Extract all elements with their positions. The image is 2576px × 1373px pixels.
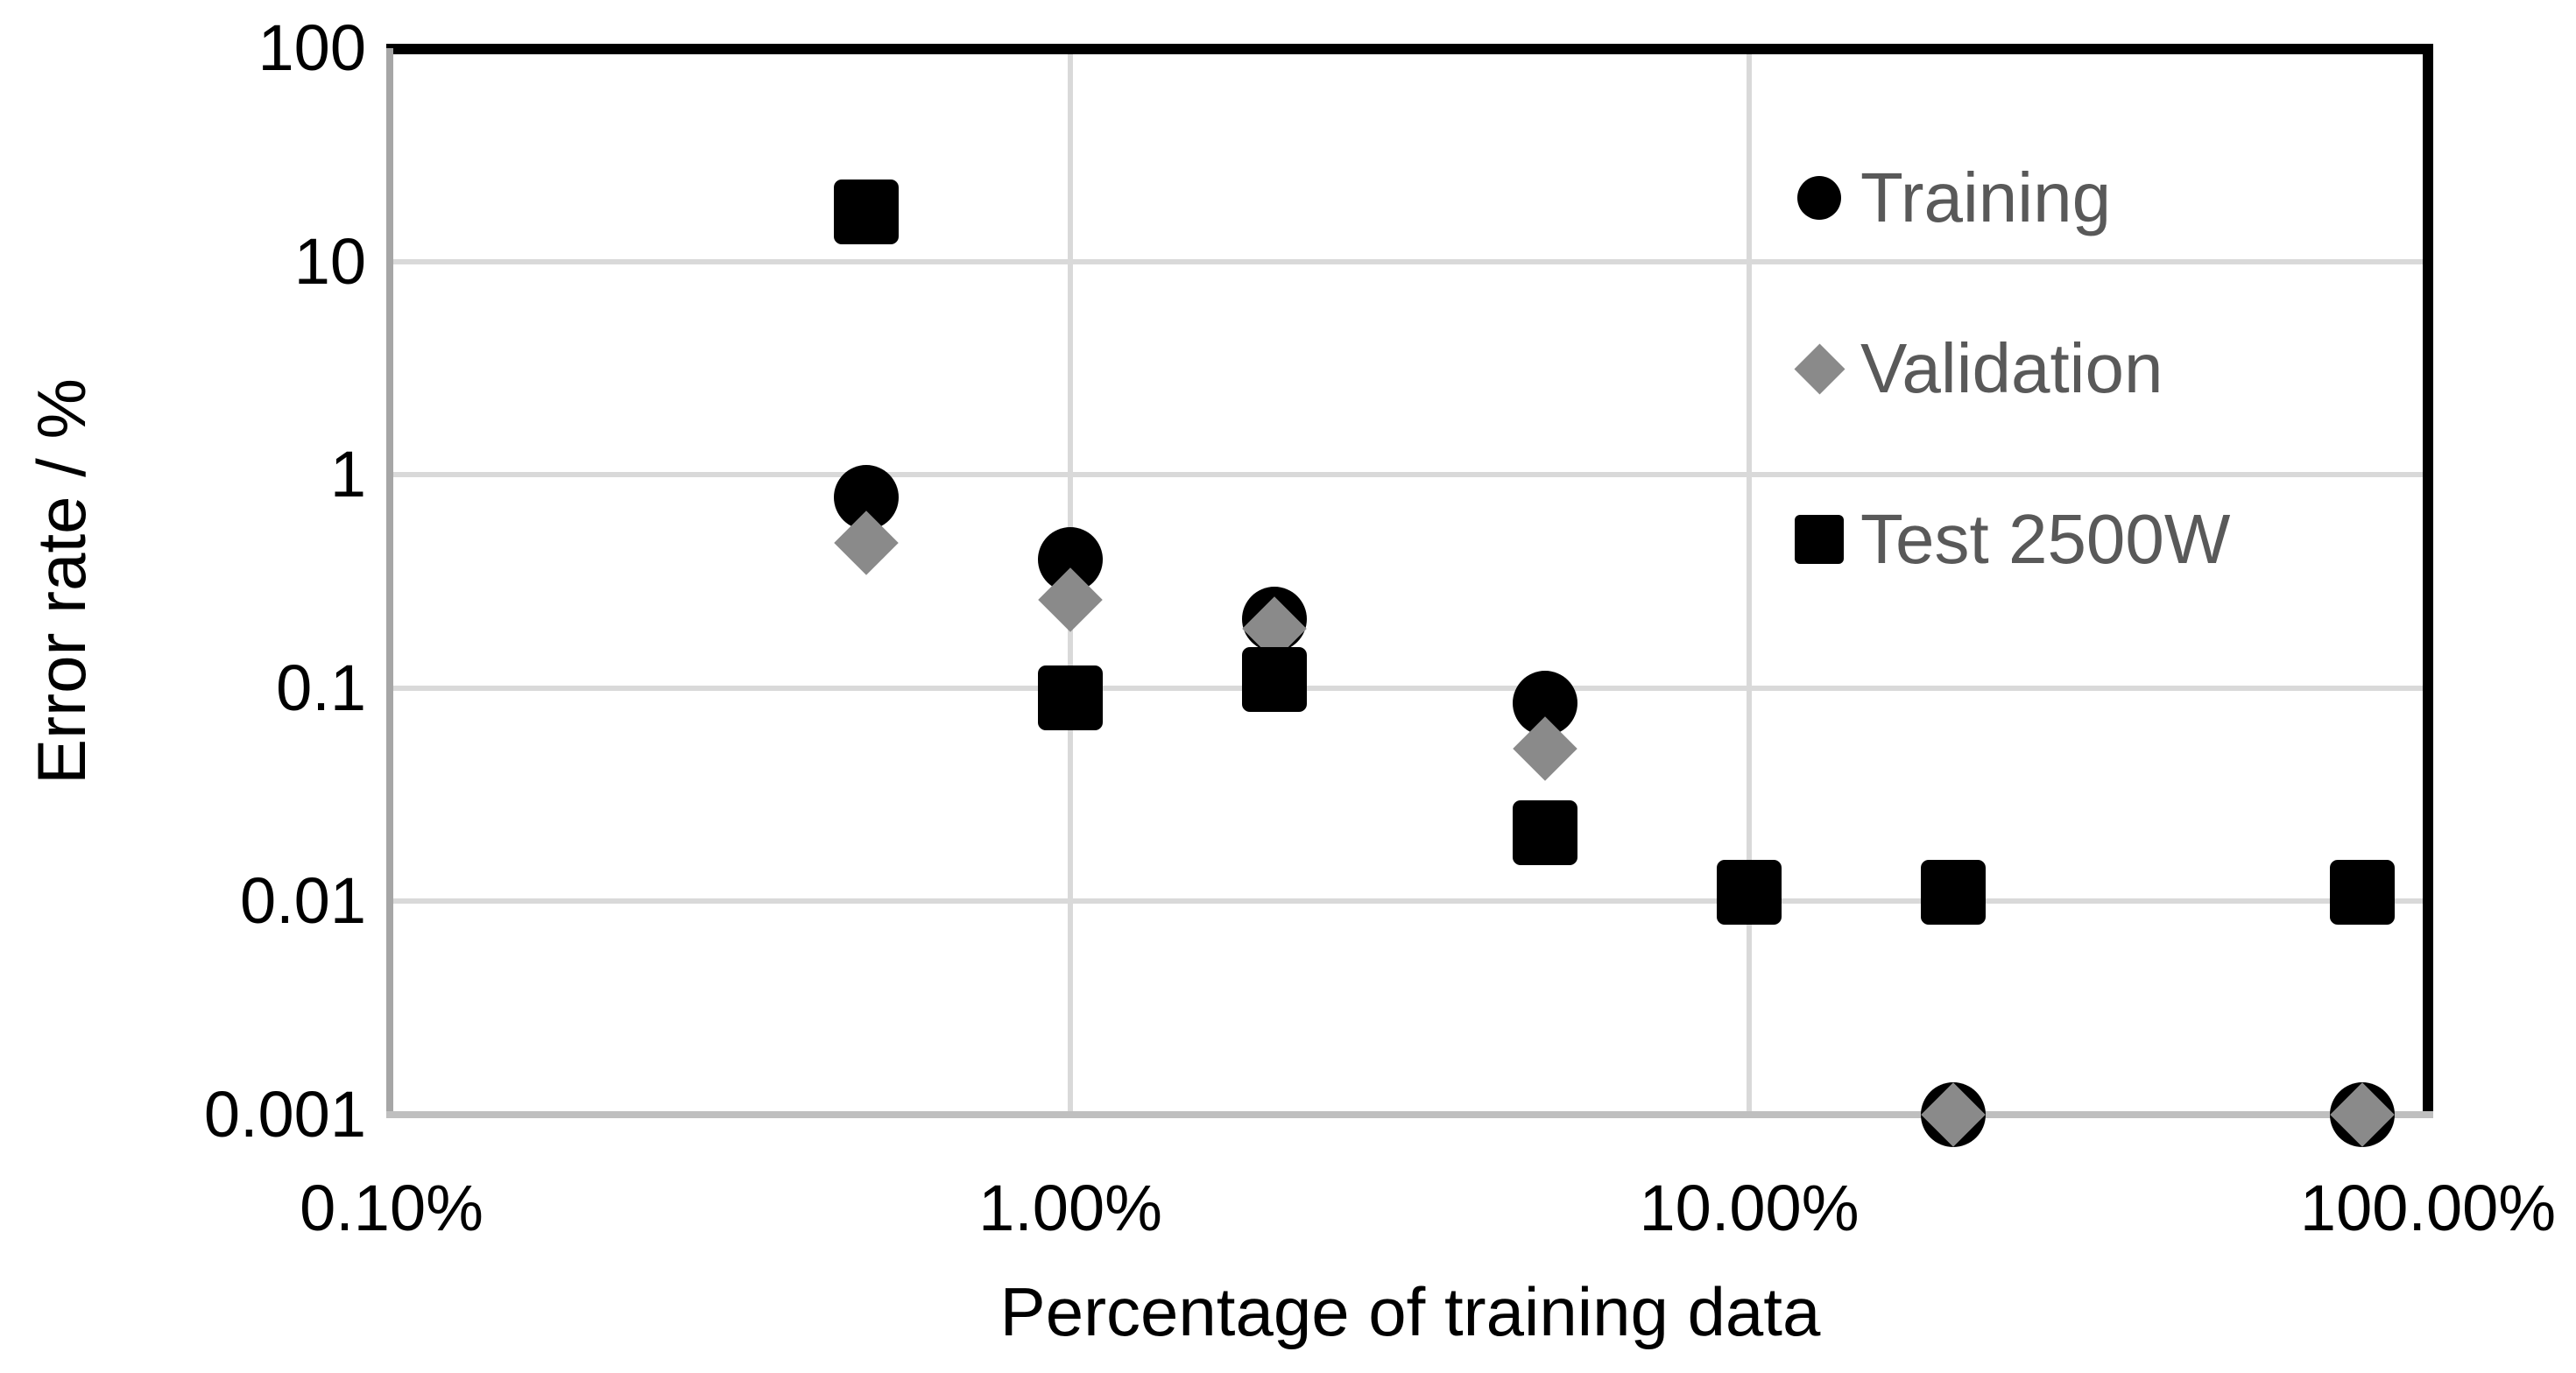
diamond-icon bbox=[1794, 343, 1845, 394]
horizontal-gridline bbox=[392, 472, 2428, 478]
horizontal-gridline bbox=[392, 685, 2428, 691]
data-point-square bbox=[1921, 860, 1987, 926]
x-axis-title: Percentage of training data bbox=[999, 1273, 1821, 1350]
data-point-square bbox=[1512, 799, 1577, 865]
x-tick-label: 100.00% bbox=[2299, 1172, 2557, 1244]
y-tick-label: 0.001 bbox=[203, 1078, 366, 1151]
x-tick-label: 1.00% bbox=[978, 1172, 1162, 1244]
x-tick-label: 10.00% bbox=[1639, 1172, 1860, 1244]
plot-area bbox=[392, 48, 2428, 1147]
legend: Training Validation Test 2500W bbox=[1794, 145, 2230, 592]
y-tick-label: 100 bbox=[258, 11, 366, 84]
square-icon bbox=[1795, 515, 1844, 564]
x-tick-label: 0.10% bbox=[300, 1172, 483, 1244]
legend-label: Training bbox=[1860, 158, 2112, 236]
y-tick-label: 10 bbox=[293, 224, 366, 298]
y-tick-label: 0.1 bbox=[276, 651, 366, 724]
legend-label: Test 2500W bbox=[1860, 500, 2231, 578]
circle-icon bbox=[1797, 176, 1841, 220]
legend-item-training: Training bbox=[1794, 145, 2230, 250]
data-point-square bbox=[1242, 646, 1308, 712]
data-point-square bbox=[2329, 860, 2395, 926]
data-point-square bbox=[1717, 860, 1782, 926]
x-axis-line bbox=[386, 1111, 2433, 1118]
horizontal-gridline bbox=[392, 258, 2428, 264]
legend-label: Validation bbox=[1860, 329, 2163, 407]
y-tick-label: 0.01 bbox=[239, 864, 366, 938]
vertical-gridline bbox=[1747, 48, 1752, 1115]
horizontal-gridline bbox=[392, 898, 2428, 905]
plot-border-top bbox=[386, 44, 2433, 54]
legend-item-test-2500w: Test 2500W bbox=[1794, 487, 2230, 592]
data-point-square bbox=[833, 180, 899, 245]
legend-item-validation: Validation bbox=[1794, 316, 2230, 421]
plot-border-right bbox=[2423, 44, 2433, 1118]
y-axis-line bbox=[386, 48, 393, 1118]
data-point-square bbox=[1038, 665, 1103, 730]
y-tick-label: 1 bbox=[329, 438, 366, 511]
